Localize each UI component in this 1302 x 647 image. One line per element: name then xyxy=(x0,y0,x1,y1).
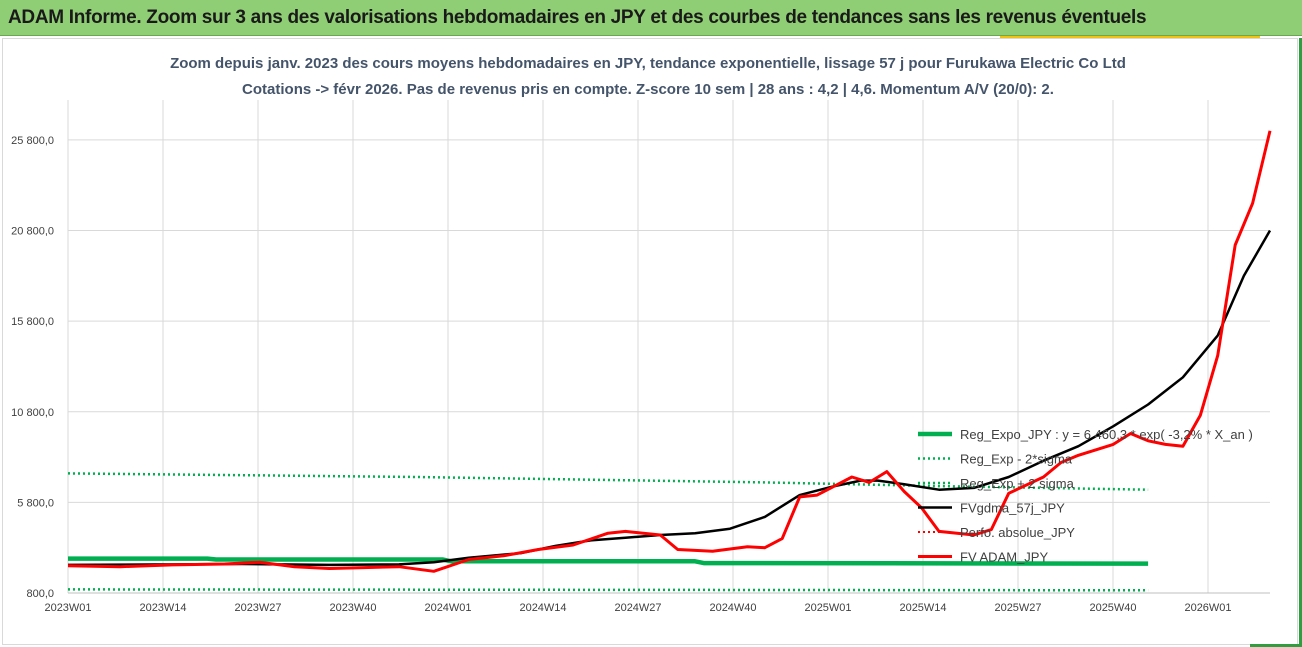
x-tick-label: 2023W14 xyxy=(139,602,186,614)
frame-accent-right xyxy=(1299,38,1302,647)
x-tick-label: 2025W14 xyxy=(899,602,946,614)
y-tick-label: 800,0 xyxy=(26,588,54,600)
series-reg-plus-2sigma xyxy=(67,472,1149,491)
x-tick-label: 2024W40 xyxy=(709,602,756,614)
y-tick-label: 10 800,0 xyxy=(11,407,54,419)
banner-accent-stripe xyxy=(1000,36,1260,38)
series-reg-minus-2sigma xyxy=(67,588,1149,592)
x-tick-label: 2024W27 xyxy=(614,602,661,614)
y-tick-label: 15 800,0 xyxy=(11,316,54,328)
x-tick-label: 2025W40 xyxy=(1089,602,1136,614)
report-banner: ADAM Informe. Zoom sur 3 ans des valoris… xyxy=(0,0,1302,36)
legend-label: Reg_Exp + 2 sigma xyxy=(960,476,1075,491)
y-tick-label: 25 800,0 xyxy=(11,135,54,147)
x-tick-label: 2025W27 xyxy=(994,602,1041,614)
x-tick-label: 2024W01 xyxy=(424,602,471,614)
x-tick-label: 2023W40 xyxy=(329,602,376,614)
legend-label: FV ADAM_JPY xyxy=(960,550,1048,565)
chart-title-line-2: Cotations -> févr 2026. Pas de revenus p… xyxy=(242,81,1054,98)
chart-title-line-1: Zoom depuis janv. 2023 des cours moyens … xyxy=(170,55,1126,72)
series-fvgdma-57j xyxy=(67,229,1272,567)
x-tick-label: 2026W01 xyxy=(1184,602,1231,614)
frame-accent-bottom xyxy=(1250,644,1302,647)
legend-label: Perfo. absolue_JPY xyxy=(960,525,1075,540)
y-tick-label: 5 800,0 xyxy=(17,497,54,509)
legend-label: Reg_Expo_JPY : y = 6 460,3 * exp( -3,2% … xyxy=(960,427,1253,442)
x-tick-label: 2024W14 xyxy=(519,602,566,614)
series-fv-adam xyxy=(67,130,1272,573)
y-tick-label: 20 800,0 xyxy=(11,226,54,238)
legend-label: FVgdma_57j_JPY xyxy=(960,501,1065,516)
x-tick-label: 2023W27 xyxy=(234,602,281,614)
chart-frame xyxy=(2,38,1298,645)
x-tick-label: 2023W01 xyxy=(44,602,91,614)
x-tick-label: 2025W01 xyxy=(804,602,851,614)
legend-label: Reg_Exp - 2*sigma xyxy=(960,452,1073,467)
report-banner-title: ADAM Informe. Zoom sur 3 ans des valoris… xyxy=(8,7,1147,28)
